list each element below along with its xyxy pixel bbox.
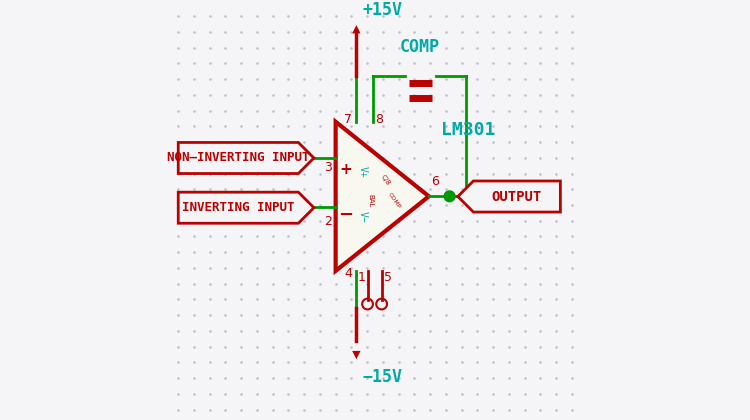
Text: V−: V− — [358, 211, 368, 223]
Text: 1: 1 — [358, 271, 365, 284]
Polygon shape — [336, 122, 429, 271]
Text: 6: 6 — [431, 175, 439, 188]
Text: +15V: +15V — [362, 1, 403, 19]
Text: +: + — [340, 162, 352, 177]
Text: COMP: COMP — [400, 38, 439, 56]
Polygon shape — [178, 142, 314, 173]
Text: −: − — [338, 206, 353, 224]
Circle shape — [444, 191, 455, 202]
Text: BAL: BAL — [368, 194, 374, 207]
Text: 3: 3 — [325, 161, 332, 174]
Text: 7: 7 — [344, 113, 352, 126]
Text: 4: 4 — [344, 267, 352, 280]
Text: NON–INVERTING INPUT: NON–INVERTING INPUT — [167, 152, 310, 165]
Polygon shape — [458, 181, 560, 212]
Text: V+: V+ — [358, 165, 368, 177]
Text: OUTPUT: OUTPUT — [492, 189, 542, 204]
Text: INVERTING INPUT: INVERTING INPUT — [182, 201, 295, 214]
Text: 8: 8 — [375, 113, 383, 126]
Text: LM301: LM301 — [441, 121, 496, 139]
Text: COMP: COMP — [386, 192, 401, 210]
Text: −15V: −15V — [362, 368, 403, 386]
Text: 2: 2 — [325, 215, 332, 228]
Polygon shape — [178, 192, 314, 223]
Text: C/8: C/8 — [380, 173, 392, 186]
Text: 5: 5 — [384, 271, 392, 284]
